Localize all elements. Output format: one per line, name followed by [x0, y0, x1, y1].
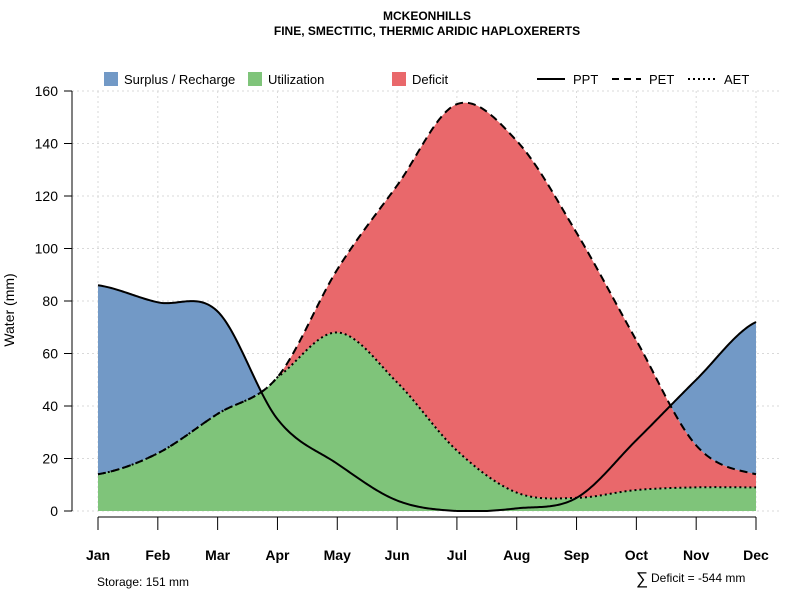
x-tick-label-sep: Sep: [564, 547, 590, 563]
legend-swatch-utilization: [248, 72, 262, 86]
legend-label-aet: AET: [724, 72, 749, 87]
legend-swatch-deficit: [392, 72, 406, 86]
y-tick-label: 60: [42, 346, 58, 362]
x-tick-label-apr: Apr: [265, 547, 290, 563]
chart-title: MCKEONHILLS: [383, 9, 471, 23]
y-tick-label: 160: [35, 83, 59, 99]
legend-label-deficit: Deficit: [412, 72, 449, 87]
y-tick-label: 80: [42, 293, 58, 309]
y-axis-label: Water (mm): [1, 273, 17, 346]
utilization-area: [98, 332, 756, 511]
legend-label-ppt: PPT: [573, 72, 598, 87]
y-tick-label: 40: [42, 398, 58, 414]
chart-subtitle: FINE, SMECTITIC, THERMIC ARIDIC HAPLOXER…: [274, 24, 580, 38]
area-layer: [98, 102, 756, 511]
legend-label-pet: PET: [649, 72, 674, 87]
y-tick-label: 100: [35, 241, 59, 257]
x-tick-label-oct: Oct: [625, 547, 649, 563]
sigma-symbol: ∑: [636, 569, 648, 588]
x-tick-label-aug: Aug: [503, 547, 530, 563]
y-tick-label: 0: [50, 503, 58, 519]
y-tick-label: 20: [42, 451, 58, 467]
x-tick-label-nov: Nov: [683, 547, 710, 563]
series-line-aet: [97, 331, 757, 500]
legend: Surplus / Recharge Utilization Deficit P…: [104, 72, 749, 87]
y-tick-label: 120: [35, 188, 59, 204]
legend-swatch-surplus: [104, 72, 118, 86]
legend-label-surplus: Surplus / Recharge: [124, 72, 235, 87]
deficit-area: [98, 102, 756, 499]
x-tick-label-jul: Jul: [447, 547, 467, 563]
x-tick-label-jan: Jan: [86, 547, 110, 563]
storage-note: Storage: 151 mm: [97, 575, 189, 589]
axes: 0 20 40 60 80 100 120 140 160 Jan Feb Mar Apr May Jun J…: [35, 83, 769, 563]
x-tick-label-mar: Mar: [205, 547, 230, 563]
series-lines: [97, 101, 757, 512]
y-tick-label: 140: [35, 136, 59, 152]
x-tick-label-jun: Jun: [385, 547, 410, 563]
series-line-pet: [97, 101, 757, 476]
legend-label-utilization: Utilization: [268, 72, 324, 87]
deficit-note: Deficit = -544 mm: [651, 571, 745, 585]
x-tick-label-dec: Dec: [743, 547, 769, 563]
series-line-ppt: [97, 284, 757, 512]
x-tick-label-feb: Feb: [145, 547, 170, 563]
x-tick-label-may: May: [324, 547, 351, 563]
